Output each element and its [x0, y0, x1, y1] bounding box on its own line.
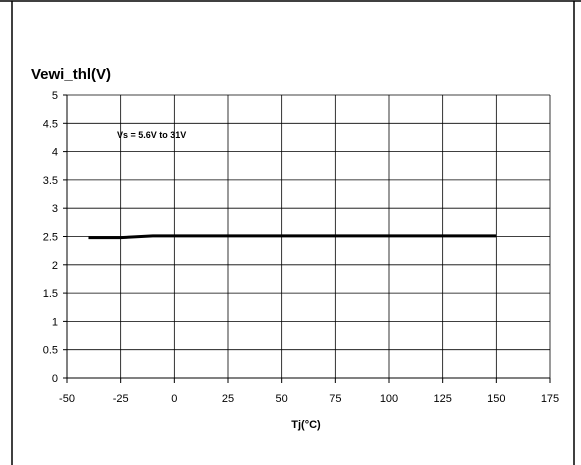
x-tick-label: 50 — [276, 393, 288, 405]
x-tick-label: 125 — [433, 393, 451, 405]
y-tick-label: 0 — [52, 373, 58, 385]
x-tick-label: 75 — [329, 393, 341, 405]
x-tick-label: 100 — [380, 393, 398, 405]
x-tick-label: 175 — [541, 393, 559, 405]
y-tick-label: 1 — [52, 316, 58, 328]
y-tick-labels: 0 0.5 1 1.5 2 2.5 3 3.5 4 4.5 5 — [43, 90, 58, 385]
y-tick-label: 4 — [52, 147, 58, 159]
chart-title: Vewi_thl(V) — [31, 66, 111, 83]
y-tick-label: 3.5 — [43, 175, 58, 187]
y-tick-label: 5 — [52, 90, 58, 102]
x-tick-label: -50 — [59, 393, 75, 405]
y-tick-label: 3 — [52, 203, 58, 215]
annotation-label: Vs = 5.6V to 31V — [117, 130, 186, 140]
x-tick-label: 150 — [487, 393, 505, 405]
y-tick-label: 2 — [52, 260, 58, 272]
axes — [63, 94, 551, 383]
y-tick-label: 0.5 — [43, 345, 58, 357]
x-tick-label: 0 — [171, 393, 177, 405]
x-tick-label: 25 — [222, 393, 234, 405]
y-tick-label: 2.5 — [43, 232, 58, 244]
x-tick-label: -25 — [113, 393, 129, 405]
series-group — [88, 234, 497, 240]
series-line-0 — [88, 234, 497, 240]
y-tick-label: 4.5 — [43, 118, 58, 130]
x-tick-labels: -50 -25 0 25 50 75 100 125 150 175 — [59, 393, 559, 405]
x-axis-title: Tj(°C) — [291, 419, 321, 431]
y-tick-label: 1.5 — [43, 288, 58, 300]
